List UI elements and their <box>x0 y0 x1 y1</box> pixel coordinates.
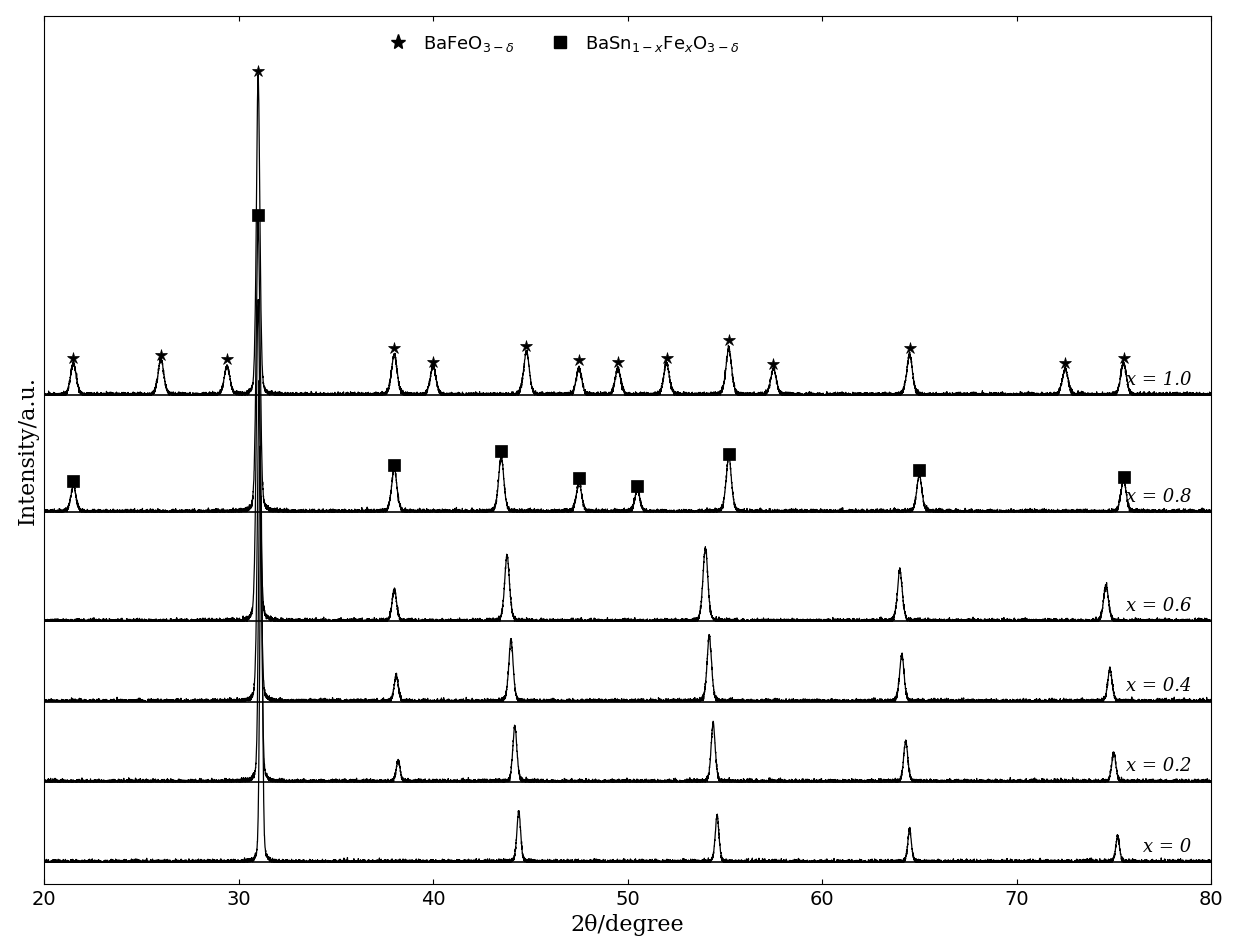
Text: x = 0.2: x = 0.2 <box>1126 757 1192 775</box>
Text: x = 0.6: x = 0.6 <box>1126 596 1192 614</box>
Text: x = 0: x = 0 <box>1143 837 1192 855</box>
Y-axis label: Intensity/a.u.: Intensity/a.u. <box>16 376 38 525</box>
Legend: BaFeO$_{3-\delta}$, BaSn$_{1-x}$Fe$_x$O$_{3-\delta}$: BaFeO$_{3-\delta}$, BaSn$_{1-x}$Fe$_x$O$… <box>379 34 740 54</box>
Text: x = 1.0: x = 1.0 <box>1126 370 1192 388</box>
Text: x = 0.4: x = 0.4 <box>1126 677 1192 695</box>
X-axis label: 2θ/degree: 2θ/degree <box>570 913 684 936</box>
Text: x = 0.8: x = 0.8 <box>1126 487 1192 505</box>
